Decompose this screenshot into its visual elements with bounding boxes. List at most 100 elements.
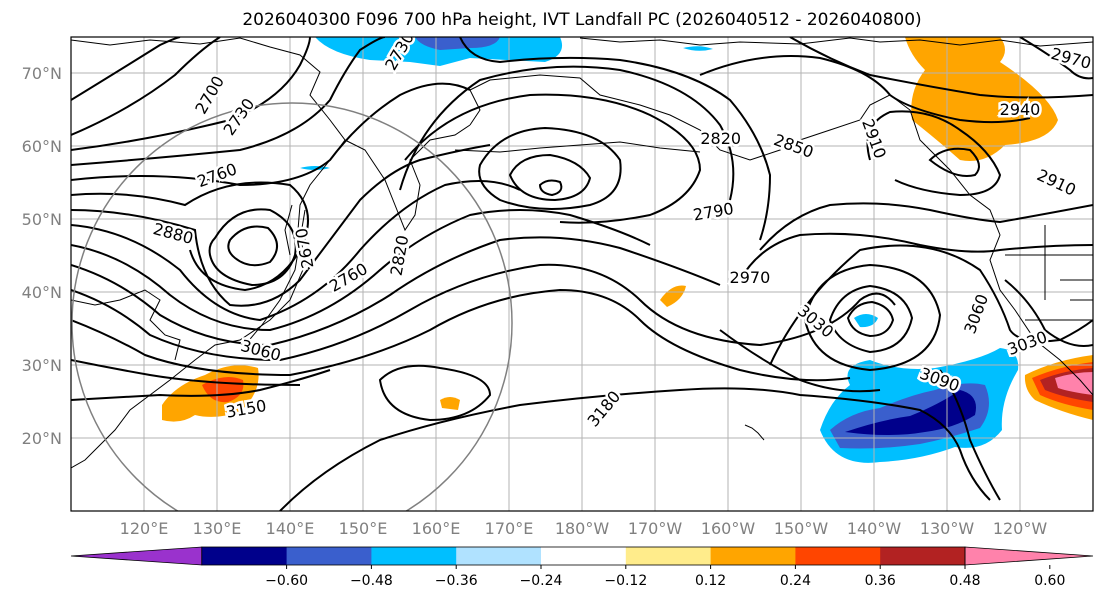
height-contour	[928, 147, 980, 177]
colorbar-extend-low	[70, 546, 203, 566]
height-contour	[939, 369, 1001, 501]
height-contour	[1019, 37, 1093, 80]
height-contour	[71, 37, 311, 151]
lon-label-180w: 180°W	[555, 519, 610, 538]
lat-label-40n: 40°N	[22, 283, 62, 302]
height-contour	[71, 209, 651, 332]
colorbar-segment	[286, 547, 372, 565]
coastline-sakhalin	[284, 204, 293, 256]
height-contour	[759, 202, 1093, 251]
political-borders	[1005, 225, 1093, 321]
map-frame	[70, 36, 1094, 512]
colorbar-segment	[456, 547, 542, 565]
height-contour	[719, 329, 881, 393]
lat-label-50n: 50°N	[22, 210, 62, 229]
lon-label-140e: 140°E	[266, 519, 315, 538]
colorbar-tick-label: −0.24	[520, 573, 563, 589]
height-contour	[71, 144, 491, 307]
height-contour	[71, 180, 521, 322]
height-contours	[71, 37, 1093, 511]
colorbar-tick-label: 0.12	[695, 573, 726, 589]
colorbar-segment	[371, 547, 457, 565]
height-contour-pacific-low-center	[538, 179, 563, 197]
coastline-alaska	[469, 74, 891, 161]
lat-label-30n: 30°N	[22, 356, 62, 375]
coastline-arctic	[579, 37, 1093, 47]
height-contour	[789, 37, 1093, 99]
height-contour-pacific-low	[478, 126, 622, 210]
ivt-positive-area-central	[660, 285, 686, 307]
height-contour	[71, 236, 721, 347]
colorbar-segment	[795, 547, 881, 565]
lon-label-130w: 130°W	[920, 519, 975, 538]
height-contour	[279, 387, 991, 511]
height-contour	[71, 181, 309, 292]
coastline-north-america	[889, 94, 1093, 396]
colorbar-segment	[541, 547, 627, 565]
lon-label-150w: 150°W	[774, 519, 829, 538]
lon-axis-labels: 120°E 130°E 140°E 150°E 160°E 170°E 180°…	[120, 519, 1048, 538]
lon-label-170w: 170°W	[628, 519, 683, 538]
landfall-radius-circle	[71, 102, 513, 511]
height-contour	[71, 37, 181, 101]
colorbar-tick-label: −0.60	[265, 573, 308, 589]
graticule	[71, 37, 1093, 511]
colorbar-segment	[625, 547, 712, 565]
colorbar-tick-label: 0.60	[1034, 573, 1065, 589]
height-contour	[459, 37, 772, 241]
height-contour-pacific-low-inner	[508, 153, 592, 202]
contour-label: 2820	[700, 129, 741, 148]
height-contour	[699, 55, 1031, 124]
height-contour	[866, 110, 1002, 197]
height-contour	[404, 93, 702, 224]
colorbar-tick-label: 0.24	[780, 573, 811, 589]
colorbar-extend-high	[964, 546, 1094, 566]
contour-label: 2940	[1000, 100, 1041, 119]
lon-label-120w: 120°W	[993, 519, 1048, 538]
colorbar-tick-label: −0.48	[350, 573, 393, 589]
height-contour	[71, 82, 471, 187]
lat-label-60n: 60°N	[22, 137, 62, 156]
lon-label-160e: 160°E	[412, 519, 461, 538]
lon-label-170e: 170°E	[485, 519, 534, 538]
colorbar-tick-label: 0.48	[949, 573, 980, 589]
height-contour	[399, 65, 735, 201]
ivt-negative-area-arctic	[315, 37, 563, 66]
colorbar-tick-label: −0.36	[435, 573, 478, 589]
height-contour	[1004, 279, 1093, 347]
ivt-positive-area-subtropic	[440, 397, 460, 410]
height-contour-east-low	[828, 284, 914, 354]
coastline-asia	[71, 37, 346, 469]
height-contour	[739, 232, 1093, 281]
lat-label-70n: 70°N	[22, 64, 62, 83]
lon-label-160w: 160°W	[701, 519, 756, 538]
height-contour	[71, 359, 301, 386]
height-contour-low-ring	[208, 208, 297, 287]
lat-label-20n: 20°N	[22, 429, 62, 448]
coastline-kamchatka	[344, 124, 471, 232]
colorbar-segment	[880, 547, 966, 565]
ivt-extreme-negative-area-pacific	[845, 390, 976, 435]
lon-label-140w: 140°W	[847, 519, 902, 538]
height-contour-low-center	[227, 225, 278, 267]
contour-label: 2970	[730, 268, 771, 287]
coastlines	[71, 37, 1093, 469]
height-contour	[71, 288, 851, 382]
height-contour-east-low-inner	[846, 300, 895, 338]
height-contour	[71, 369, 331, 401]
colorbar-tick-label: −0.12	[604, 573, 647, 589]
lon-label-120e: 120°E	[120, 519, 169, 538]
colorbar-frame	[201, 546, 966, 566]
lat-axis-labels: 70°N 60°N 50°N 40°N 30°N 20°N	[22, 64, 62, 448]
coastline-hawaii	[744, 424, 765, 441]
colorbar-segment	[710, 547, 796, 565]
ivt-extreme-positive-area-california	[1055, 372, 1093, 395]
figure-title: 2026040300 F096 700 hPa height, IVT Land…	[242, 10, 921, 30]
colorbar-ticks: −0.60 −0.48 −0.36 −0.24 −0.12 0.12 0.24 0.36 0.4…	[265, 565, 1065, 589]
height-contour	[71, 263, 896, 362]
lon-label-130e: 130°E	[193, 519, 242, 538]
height-contour-subtropical-high	[378, 364, 492, 422]
ivt-negative-area-low	[854, 314, 878, 328]
